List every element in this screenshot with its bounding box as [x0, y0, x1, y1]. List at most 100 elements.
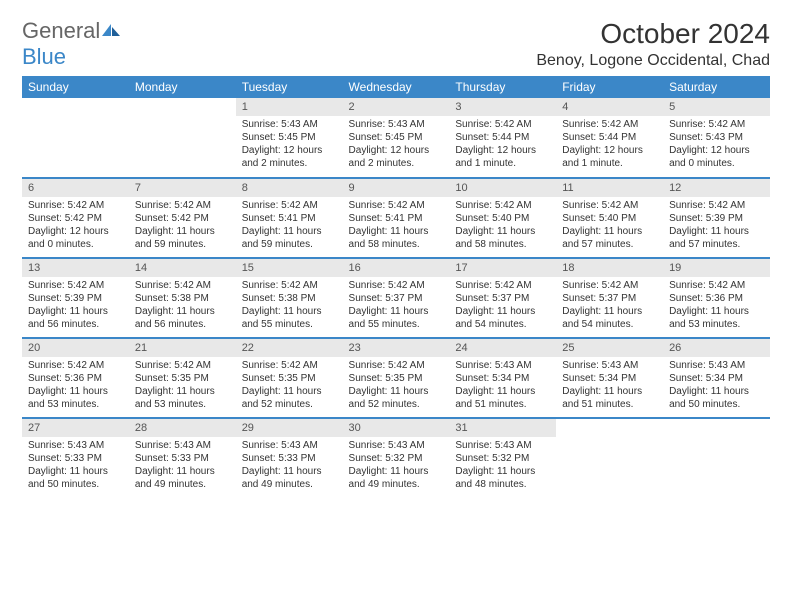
calendar-cell: 16Sunrise: 5:42 AMSunset: 5:37 PMDayligh… — [343, 258, 450, 338]
day-number: 16 — [343, 259, 450, 277]
sunrise-text: Sunrise: 5:43 AM — [242, 118, 337, 131]
sunrise-text: Sunrise: 5:43 AM — [349, 118, 444, 131]
day-number: 26 — [663, 339, 770, 357]
daylight-text: Daylight: 12 hours and 0 minutes. — [669, 144, 764, 170]
sunset-text: Sunset: 5:41 PM — [242, 212, 337, 225]
calendar-cell: 5Sunrise: 5:42 AMSunset: 5:43 PMDaylight… — [663, 98, 770, 178]
daylight-text: Daylight: 11 hours and 54 minutes. — [562, 305, 657, 331]
sunrise-text: Sunrise: 5:42 AM — [455, 279, 550, 292]
day-details: Sunrise: 5:42 AMSunset: 5:36 PMDaylight:… — [22, 357, 129, 415]
daylight-text: Daylight: 11 hours and 49 minutes. — [349, 465, 444, 491]
calendar-cell: 3Sunrise: 5:42 AMSunset: 5:44 PMDaylight… — [449, 98, 556, 178]
daylight-text: Daylight: 11 hours and 49 minutes. — [135, 465, 230, 491]
sunrise-text: Sunrise: 5:42 AM — [28, 279, 123, 292]
day-details: Sunrise: 5:43 AMSunset: 5:33 PMDaylight:… — [236, 437, 343, 495]
day-number: 8 — [236, 179, 343, 197]
sunrise-text: Sunrise: 5:42 AM — [28, 199, 123, 212]
weekday-header-row: SundayMondayTuesdayWednesdayThursdayFrid… — [22, 76, 770, 98]
day-details: Sunrise: 5:43 AMSunset: 5:32 PMDaylight:… — [343, 437, 450, 495]
day-details: Sunrise: 5:43 AMSunset: 5:34 PMDaylight:… — [449, 357, 556, 415]
calendar-cell: 25Sunrise: 5:43 AMSunset: 5:34 PMDayligh… — [556, 338, 663, 418]
day-details: Sunrise: 5:42 AMSunset: 5:35 PMDaylight:… — [343, 357, 450, 415]
sunset-text: Sunset: 5:37 PM — [562, 292, 657, 305]
sunset-text: Sunset: 5:35 PM — [242, 372, 337, 385]
sunrise-text: Sunrise: 5:42 AM — [349, 199, 444, 212]
logo: General Blue — [22, 18, 122, 70]
daylight-text: Daylight: 11 hours and 57 minutes. — [562, 225, 657, 251]
sunrise-text: Sunrise: 5:42 AM — [562, 199, 657, 212]
weekday-header: Tuesday — [236, 76, 343, 98]
sunrise-text: Sunrise: 5:42 AM — [135, 199, 230, 212]
sunset-text: Sunset: 5:40 PM — [455, 212, 550, 225]
page-header: General Blue October 2024 Benoy, Logone … — [22, 18, 770, 70]
calendar-body: 1Sunrise: 5:43 AMSunset: 5:45 PMDaylight… — [22, 98, 770, 498]
weekday-header: Monday — [129, 76, 236, 98]
day-number: 21 — [129, 339, 236, 357]
sunset-text: Sunset: 5:32 PM — [455, 452, 550, 465]
weekday-header: Sunday — [22, 76, 129, 98]
day-details: Sunrise: 5:42 AMSunset: 5:37 PMDaylight:… — [343, 277, 450, 335]
daylight-text: Daylight: 11 hours and 59 minutes. — [242, 225, 337, 251]
sunset-text: Sunset: 5:35 PM — [349, 372, 444, 385]
calendar-cell: 24Sunrise: 5:43 AMSunset: 5:34 PMDayligh… — [449, 338, 556, 418]
logo-text-blue: Blue — [22, 44, 66, 69]
weekday-header: Saturday — [663, 76, 770, 98]
day-details: Sunrise: 5:43 AMSunset: 5:34 PMDaylight:… — [556, 357, 663, 415]
day-number: 17 — [449, 259, 556, 277]
calendar-week-row: 6Sunrise: 5:42 AMSunset: 5:42 PMDaylight… — [22, 178, 770, 258]
calendar-cell: 28Sunrise: 5:43 AMSunset: 5:33 PMDayligh… — [129, 418, 236, 498]
calendar-cell: 26Sunrise: 5:43 AMSunset: 5:34 PMDayligh… — [663, 338, 770, 418]
day-details: Sunrise: 5:42 AMSunset: 5:38 PMDaylight:… — [129, 277, 236, 335]
calendar-cell: 29Sunrise: 5:43 AMSunset: 5:33 PMDayligh… — [236, 418, 343, 498]
sunrise-text: Sunrise: 5:42 AM — [669, 118, 764, 131]
daylight-text: Daylight: 11 hours and 48 minutes. — [455, 465, 550, 491]
daylight-text: Daylight: 11 hours and 55 minutes. — [242, 305, 337, 331]
daylight-text: Daylight: 12 hours and 0 minutes. — [28, 225, 123, 251]
sunset-text: Sunset: 5:36 PM — [669, 292, 764, 305]
daylight-text: Daylight: 11 hours and 56 minutes. — [28, 305, 123, 331]
day-details: Sunrise: 5:42 AMSunset: 5:37 PMDaylight:… — [556, 277, 663, 335]
daylight-text: Daylight: 12 hours and 2 minutes. — [242, 144, 337, 170]
sunset-text: Sunset: 5:42 PM — [135, 212, 230, 225]
day-details: Sunrise: 5:42 AMSunset: 5:43 PMDaylight:… — [663, 116, 770, 174]
daylight-text: Daylight: 11 hours and 54 minutes. — [455, 305, 550, 331]
sunset-text: Sunset: 5:36 PM — [28, 372, 123, 385]
daylight-text: Daylight: 11 hours and 50 minutes. — [669, 385, 764, 411]
day-number: 12 — [663, 179, 770, 197]
calendar-cell: 12Sunrise: 5:42 AMSunset: 5:39 PMDayligh… — [663, 178, 770, 258]
sunrise-text: Sunrise: 5:42 AM — [562, 118, 657, 131]
calendar-cell: 6Sunrise: 5:42 AMSunset: 5:42 PMDaylight… — [22, 178, 129, 258]
sunrise-text: Sunrise: 5:42 AM — [135, 359, 230, 372]
day-details: Sunrise: 5:42 AMSunset: 5:35 PMDaylight:… — [129, 357, 236, 415]
sunset-text: Sunset: 5:44 PM — [455, 131, 550, 144]
calendar-cell: 10Sunrise: 5:42 AMSunset: 5:40 PMDayligh… — [449, 178, 556, 258]
sunset-text: Sunset: 5:39 PM — [28, 292, 123, 305]
day-number: 31 — [449, 419, 556, 437]
sunset-text: Sunset: 5:44 PM — [562, 131, 657, 144]
location: Benoy, Logone Occidental, Chad — [536, 52, 770, 70]
calendar-cell: 21Sunrise: 5:42 AMSunset: 5:35 PMDayligh… — [129, 338, 236, 418]
day-details: Sunrise: 5:42 AMSunset: 5:38 PMDaylight:… — [236, 277, 343, 335]
day-details: Sunrise: 5:42 AMSunset: 5:41 PMDaylight:… — [343, 197, 450, 255]
logo-text-general: General — [22, 18, 100, 43]
calendar-cell: 30Sunrise: 5:43 AMSunset: 5:32 PMDayligh… — [343, 418, 450, 498]
sunset-text: Sunset: 5:33 PM — [135, 452, 230, 465]
day-details: Sunrise: 5:42 AMSunset: 5:42 PMDaylight:… — [22, 197, 129, 255]
sunrise-text: Sunrise: 5:43 AM — [135, 439, 230, 452]
title-block: October 2024 Benoy, Logone Occidental, C… — [536, 18, 770, 70]
calendar-table: SundayMondayTuesdayWednesdayThursdayFrid… — [22, 76, 770, 498]
day-details: Sunrise: 5:42 AMSunset: 5:35 PMDaylight:… — [236, 357, 343, 415]
daylight-text: Daylight: 12 hours and 1 minute. — [562, 144, 657, 170]
sunset-text: Sunset: 5:39 PM — [669, 212, 764, 225]
day-details: Sunrise: 5:42 AMSunset: 5:44 PMDaylight:… — [556, 116, 663, 174]
sunrise-text: Sunrise: 5:43 AM — [242, 439, 337, 452]
calendar-cell — [663, 418, 770, 498]
weekday-header: Wednesday — [343, 76, 450, 98]
sunrise-text: Sunrise: 5:43 AM — [562, 359, 657, 372]
daylight-text: Daylight: 11 hours and 59 minutes. — [135, 225, 230, 251]
day-details: Sunrise: 5:43 AMSunset: 5:34 PMDaylight:… — [663, 357, 770, 415]
daylight-text: Daylight: 11 hours and 56 minutes. — [135, 305, 230, 331]
sunrise-text: Sunrise: 5:43 AM — [455, 359, 550, 372]
day-number: 6 — [22, 179, 129, 197]
sunrise-text: Sunrise: 5:43 AM — [455, 439, 550, 452]
